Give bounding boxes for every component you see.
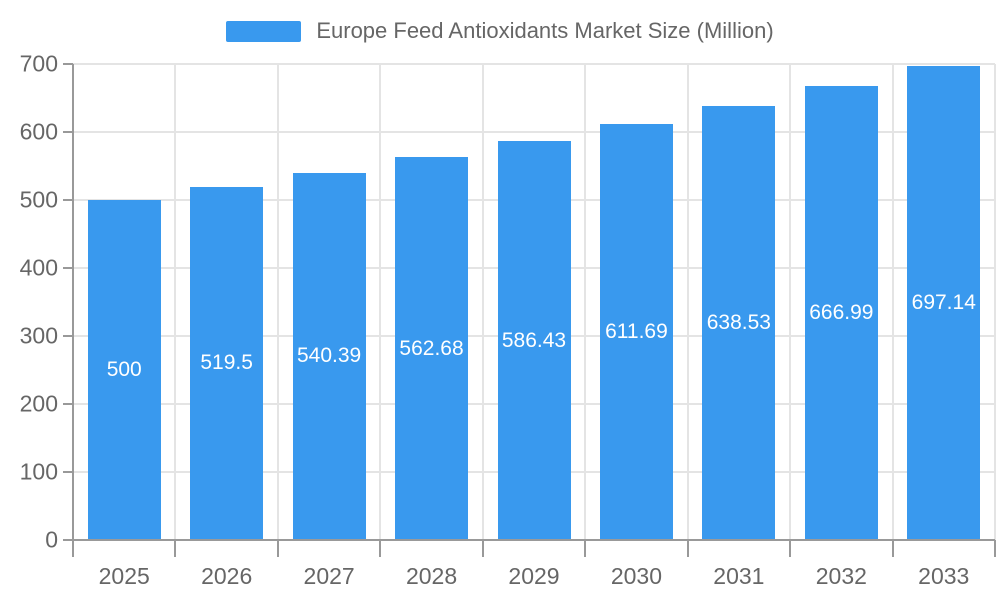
- x-tick: [891, 540, 894, 557]
- x-axis-line: [73, 539, 995, 541]
- x-tick-label: 2028: [405, 563, 458, 589]
- v-gridline: [276, 64, 279, 540]
- legend-swatch: [226, 20, 302, 42]
- v-gridline: [686, 64, 689, 540]
- y-tick-label: 100: [19, 458, 58, 485]
- v-gridline: [789, 64, 792, 540]
- x-tick-label: 2027: [303, 563, 355, 589]
- x-tick: [174, 540, 177, 557]
- y-tick-label: 300: [19, 322, 58, 349]
- x-tick: [276, 540, 279, 557]
- y-tick-label: 200: [19, 390, 58, 417]
- x-tick: [789, 540, 792, 557]
- x-tick-label: 2025: [98, 563, 150, 589]
- x-tick: [994, 540, 996, 557]
- legend[interactable]: Europe Feed Antioxidants Market Size (Mi…: [0, 18, 1000, 44]
- bar[interactable]: [292, 172, 366, 540]
- v-gridline: [174, 64, 177, 540]
- y-axis-line: [72, 64, 74, 557]
- y-tick-label: 400: [19, 254, 58, 281]
- y-tick-label: 700: [19, 50, 58, 77]
- bar[interactable]: [497, 141, 571, 540]
- v-gridline: [994, 64, 996, 540]
- x-tick-label: 2026: [201, 563, 253, 589]
- y-tick-label: 0: [45, 526, 58, 553]
- bar[interactable]: [190, 186, 264, 540]
- x-tick-label: 2032: [815, 563, 867, 589]
- x-tick: [379, 540, 382, 557]
- y-tick: [63, 199, 73, 201]
- y-tick: [63, 63, 73, 65]
- x-tick: [584, 540, 587, 557]
- x-tick: [72, 540, 74, 557]
- bar[interactable]: [907, 65, 981, 540]
- x-tick-label: 2033: [918, 563, 970, 589]
- y-tick: [63, 471, 73, 473]
- x-tick-label: 2029: [508, 563, 560, 589]
- bar[interactable]: [395, 157, 469, 540]
- v-gridline: [481, 64, 484, 540]
- y-tick: [63, 403, 73, 405]
- bar[interactable]: [702, 105, 776, 540]
- h-gridline: [73, 63, 995, 65]
- x-tick: [686, 540, 689, 557]
- v-gridline: [379, 64, 382, 540]
- x-tick-label: 2031: [713, 563, 765, 589]
- legend-label: Europe Feed Antioxidants Market Size (Mi…: [316, 18, 774, 43]
- y-tick: [63, 335, 73, 337]
- h-gridline: [73, 131, 995, 133]
- bar[interactable]: [599, 124, 673, 540]
- y-tick-label: 600: [19, 118, 58, 145]
- bar[interactable]: [804, 86, 878, 540]
- v-gridline: [584, 64, 587, 540]
- y-tick: [63, 131, 73, 133]
- v-gridline: [891, 64, 894, 540]
- x-tick: [481, 540, 484, 557]
- bar[interactable]: [87, 200, 161, 540]
- y-tick: [63, 539, 73, 541]
- x-tick-label: 2030: [610, 563, 663, 589]
- y-tick-label: 500: [19, 186, 58, 213]
- y-tick: [63, 267, 73, 269]
